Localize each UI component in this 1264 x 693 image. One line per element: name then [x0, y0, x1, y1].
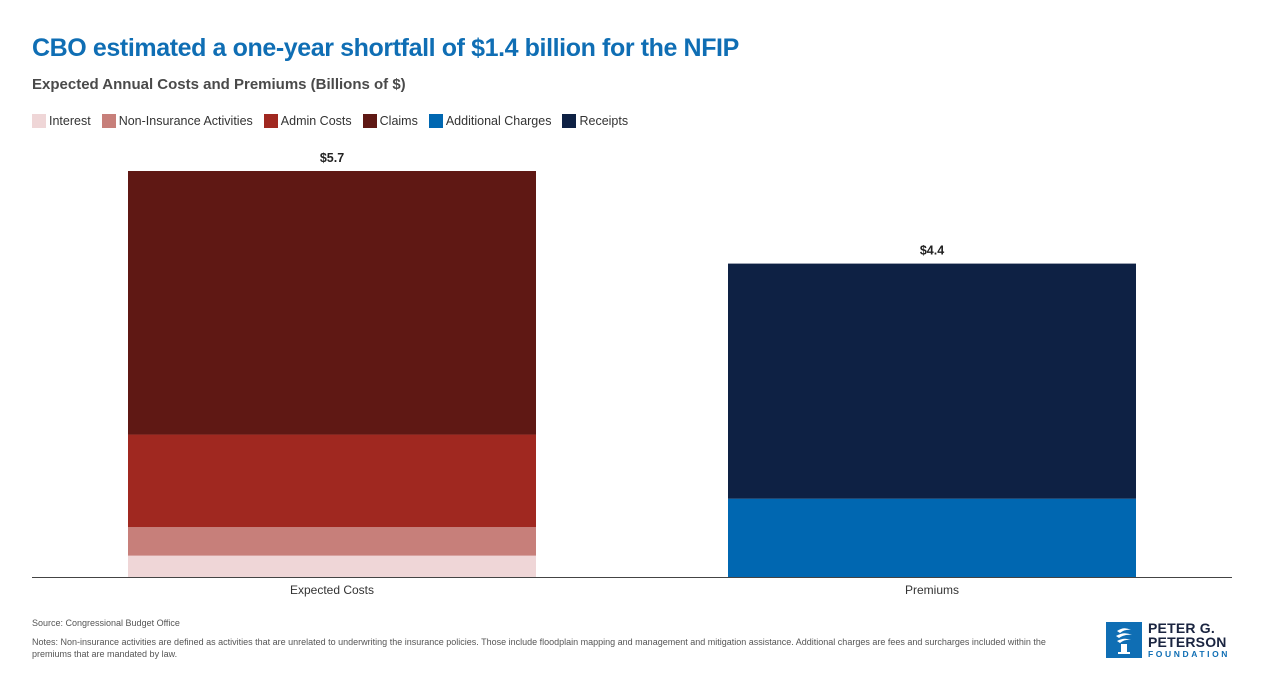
torch-logo-icon — [1106, 621, 1142, 658]
legend-label: Interest — [49, 114, 91, 128]
legend-label: Admin Costs — [280, 114, 352, 128]
notes-text: Notes: Non-insurance activities are defi… — [32, 637, 1046, 659]
legend-swatch — [101, 114, 116, 128]
logo-line-2: PETERSON — [1148, 634, 1227, 650]
legend-label: Claims — [379, 114, 418, 128]
bar-segment-non-insurance-activities — [128, 527, 536, 556]
legend-item: Receipts — [562, 114, 628, 128]
legend-swatch — [428, 114, 443, 128]
legend-item: Admin Costs — [263, 114, 352, 128]
legend-label: Receipts — [579, 114, 629, 128]
legend-item: Non-Insurance Activities — [101, 114, 253, 128]
bar-total-label: $4.4 — [920, 244, 944, 258]
legend-swatch — [562, 114, 577, 128]
logo-line-3: FOUNDATION — [1148, 649, 1231, 659]
bar-total-label: $5.7 — [320, 151, 344, 165]
foundation-logo: PETER G. PETERSON FOUNDATION — [1106, 621, 1230, 659]
legend-item: Claims — [362, 114, 418, 128]
source-note: Source: Congressional Budget Office — [32, 618, 180, 628]
legend: Interest Non-Insurance Activities Admin Co… — [32, 114, 639, 128]
chart-subtitle: Expected Annual Costs and Premiums (Bill… — [32, 76, 406, 93]
bar-segment-claims — [128, 171, 536, 435]
x-tick-label: Expected Costs — [290, 583, 374, 597]
stacked-bar-chart: $5.7 Expected Costs $4.4 Premiums — [32, 151, 1232, 597]
logo-line-1: PETER G. — [1148, 620, 1215, 636]
legend-item: Interest — [32, 114, 91, 128]
chart-title: CBO estimated a one-year shortfall of $1… — [32, 34, 739, 62]
legend-label: Non-Insurance Activities — [118, 114, 253, 128]
legend-item: Additional Charges — [428, 114, 552, 128]
legend-swatch — [362, 114, 377, 128]
bar-segment-additional-charges — [728, 498, 1136, 577]
bar-segment-receipts — [728, 263, 1136, 499]
legend-swatch — [32, 114, 46, 128]
x-tick-label: Premiums — [905, 583, 959, 597]
bar-segment-interest — [128, 555, 536, 577]
bar-segment-admin-costs — [128, 434, 536, 528]
legend-swatch — [263, 114, 278, 128]
legend-label: Additional Charges — [445, 114, 552, 128]
